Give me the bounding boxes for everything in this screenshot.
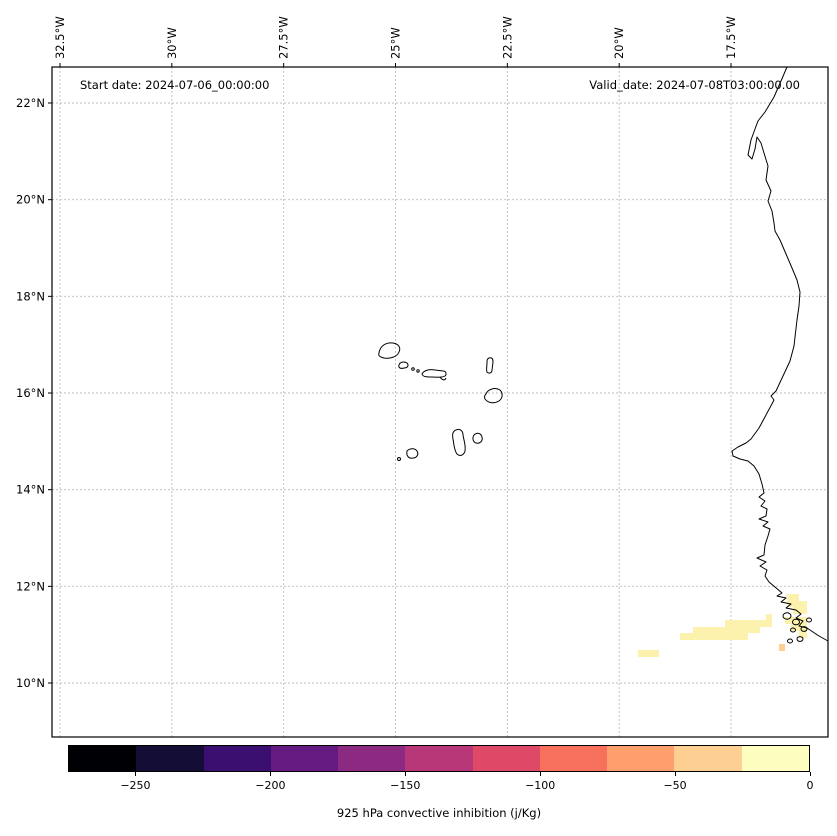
cape-verde-islet [416, 369, 420, 373]
colorbar-tick-label: −100 [525, 779, 556, 792]
bijagos-islet [792, 618, 800, 626]
colorbar-segment [405, 746, 473, 771]
colorbar-tick-label: −200 [255, 779, 286, 792]
colorbar-tick [540, 772, 542, 776]
lon-tick-label: 27.5°W [277, 16, 291, 59]
bijagos-islet [782, 612, 792, 620]
colorbar-segment [69, 746, 137, 771]
valid-date-annotation: Valid_date: 2024-07-08T03:00:00.00 [589, 78, 800, 92]
cape-verde-island [421, 369, 447, 378]
cape-verde-island [484, 388, 503, 404]
start-date-annotation: Start date: 2024-07-06_00:00:00 [80, 78, 270, 92]
cape-verde-island [406, 448, 419, 459]
colorbar-segment [472, 746, 540, 771]
colorbar-tick [135, 772, 137, 776]
colorbar-segment [607, 746, 675, 771]
bijagos-islet [790, 627, 796, 633]
plot-frame [51, 66, 829, 738]
colorbar-tick [270, 772, 272, 776]
bijagos-islet [787, 638, 793, 644]
lon-tick-label: 20°W [612, 27, 626, 59]
plot-border [51, 66, 829, 738]
bijagos-islet [800, 626, 808, 632]
cape-verde-island [439, 376, 447, 381]
lon-tick-label: 17.5°W [724, 16, 738, 59]
axis-ticks [48, 63, 732, 684]
cin-fill-patch [787, 594, 807, 614]
cin-shaded-regions [638, 594, 807, 657]
colorbar-tick-label: −50 [663, 779, 687, 792]
cape-verde-island [378, 342, 401, 359]
cape-verde-island [472, 432, 483, 444]
colorbar-tick [675, 772, 677, 776]
cin-fill-patch [779, 644, 785, 651]
lon-tick-label: 22.5°W [500, 16, 514, 59]
gridlines [52, 67, 828, 737]
colorbar-segment [136, 746, 204, 771]
cape-verde-islet [397, 457, 401, 461]
axis-tick-labels: 32.5°W 30°W 27.5°W 25°W 22.5°W 20°W 17.5°W 22°N… [16, 16, 738, 690]
colorbar-tick-label: −150 [390, 779, 421, 792]
bijagos-islet [796, 636, 804, 642]
cin-fill-patch [680, 614, 772, 640]
lon-tick-label: 25°W [389, 27, 403, 59]
lat-tick-label: 18°N [16, 289, 45, 303]
cape-verde-islet [411, 367, 415, 371]
colorbar-label: 925 hPa convective inhibition (j/Kg) [336, 806, 542, 820]
colorbar-tick [810, 772, 811, 776]
cape-verde-island [486, 357, 494, 374]
african-coastline [731, 66, 829, 642]
bijagos-islet [806, 617, 812, 623]
colorbar-segment [674, 746, 742, 771]
colorbar-tick-label: 0 [806, 779, 814, 792]
lat-tick-label: 14°N [16, 483, 45, 497]
lon-tick-label: 32.5°W [53, 16, 67, 59]
colorbar-segment [338, 746, 406, 771]
cape-verde-islands [378, 342, 503, 461]
colorbar [68, 745, 810, 772]
lat-tick-label: 10°N [16, 676, 45, 690]
lat-tick-label: 16°N [16, 386, 45, 400]
colorbar-segment [270, 746, 339, 771]
colorbar-tick-label: −250 [120, 779, 151, 792]
cape-verde-island [398, 361, 409, 369]
colorbar-segment [741, 746, 809, 771]
colorbar-tick [405, 772, 407, 776]
colorbar-segment [203, 746, 271, 771]
colorbar-segment [539, 746, 608, 771]
lat-tick-label: 22°N [16, 96, 45, 110]
coastlines [731, 66, 829, 644]
lon-tick-label: 30°W [165, 27, 179, 59]
lat-tick-label: 20°N [16, 193, 45, 207]
lat-tick-label: 12°N [16, 579, 45, 593]
cin-fill-patch [638, 650, 659, 657]
cape-verde-island [452, 428, 466, 456]
